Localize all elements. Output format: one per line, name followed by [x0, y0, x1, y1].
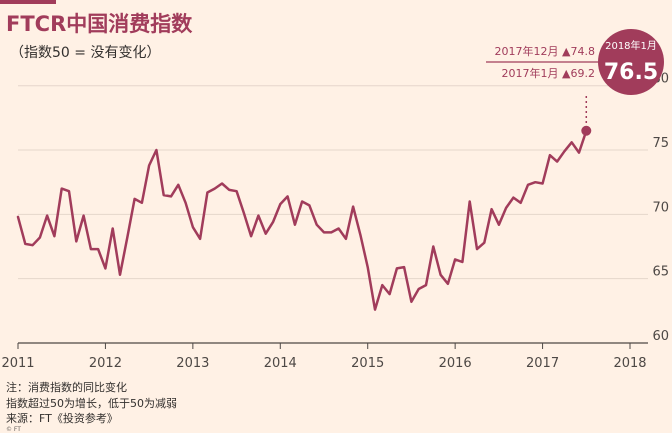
- x-tick-2013: 2013: [176, 356, 209, 371]
- chart-title: FTCR中国消费指数: [6, 12, 193, 36]
- x-tick-2017: 2017: [526, 356, 559, 371]
- x-tick-2015: 2015: [351, 356, 384, 371]
- badge-date-label: 2018年1月: [605, 39, 657, 52]
- x-tick-2011: 2011: [1, 356, 34, 371]
- note-source: 来源：FT《投资参考》: [6, 412, 118, 425]
- grid-lines: [18, 85, 648, 344]
- y-tick-70: 70: [652, 200, 669, 215]
- y-tick-65: 65: [652, 265, 669, 280]
- ft-brand-mark: © FT: [6, 426, 21, 433]
- annotation-dec-2017: 2017年12月 ▲74.8: [495, 44, 595, 58]
- x-tick-2016: 2016: [439, 356, 472, 371]
- x-tick-labels: 2011 2012 2013 2014 2015 2016 2017 2018: [1, 343, 647, 371]
- chart-subtitle: （指数50 = 没有变化）: [10, 45, 161, 61]
- y-tick-60: 60: [652, 329, 669, 344]
- y-tick-75: 75: [652, 136, 669, 151]
- latest-value-badge: [598, 29, 664, 95]
- note-line-1: 注：消费指数的同比变化: [6, 381, 127, 394]
- x-tick-2014: 2014: [264, 356, 297, 371]
- brand-accent-bar: [0, 0, 56, 4]
- badge-value: 76.5: [604, 60, 658, 85]
- x-tick-2018: 2018: [613, 356, 646, 371]
- series-line-consumer-index: [16, 129, 588, 311]
- x-tick-2012: 2012: [89, 356, 122, 371]
- chart-notes: 注：消费指数的同比变化 指数超过50为增长，低于50为减弱 来源：FT《投资参考…: [6, 380, 177, 427]
- note-line-2: 指数超过50为增长，低于50为减弱: [6, 396, 177, 410]
- annotation-jan-2017: 2017年1月 ▲69.2: [502, 66, 595, 80]
- latest-value-point: [581, 125, 592, 136]
